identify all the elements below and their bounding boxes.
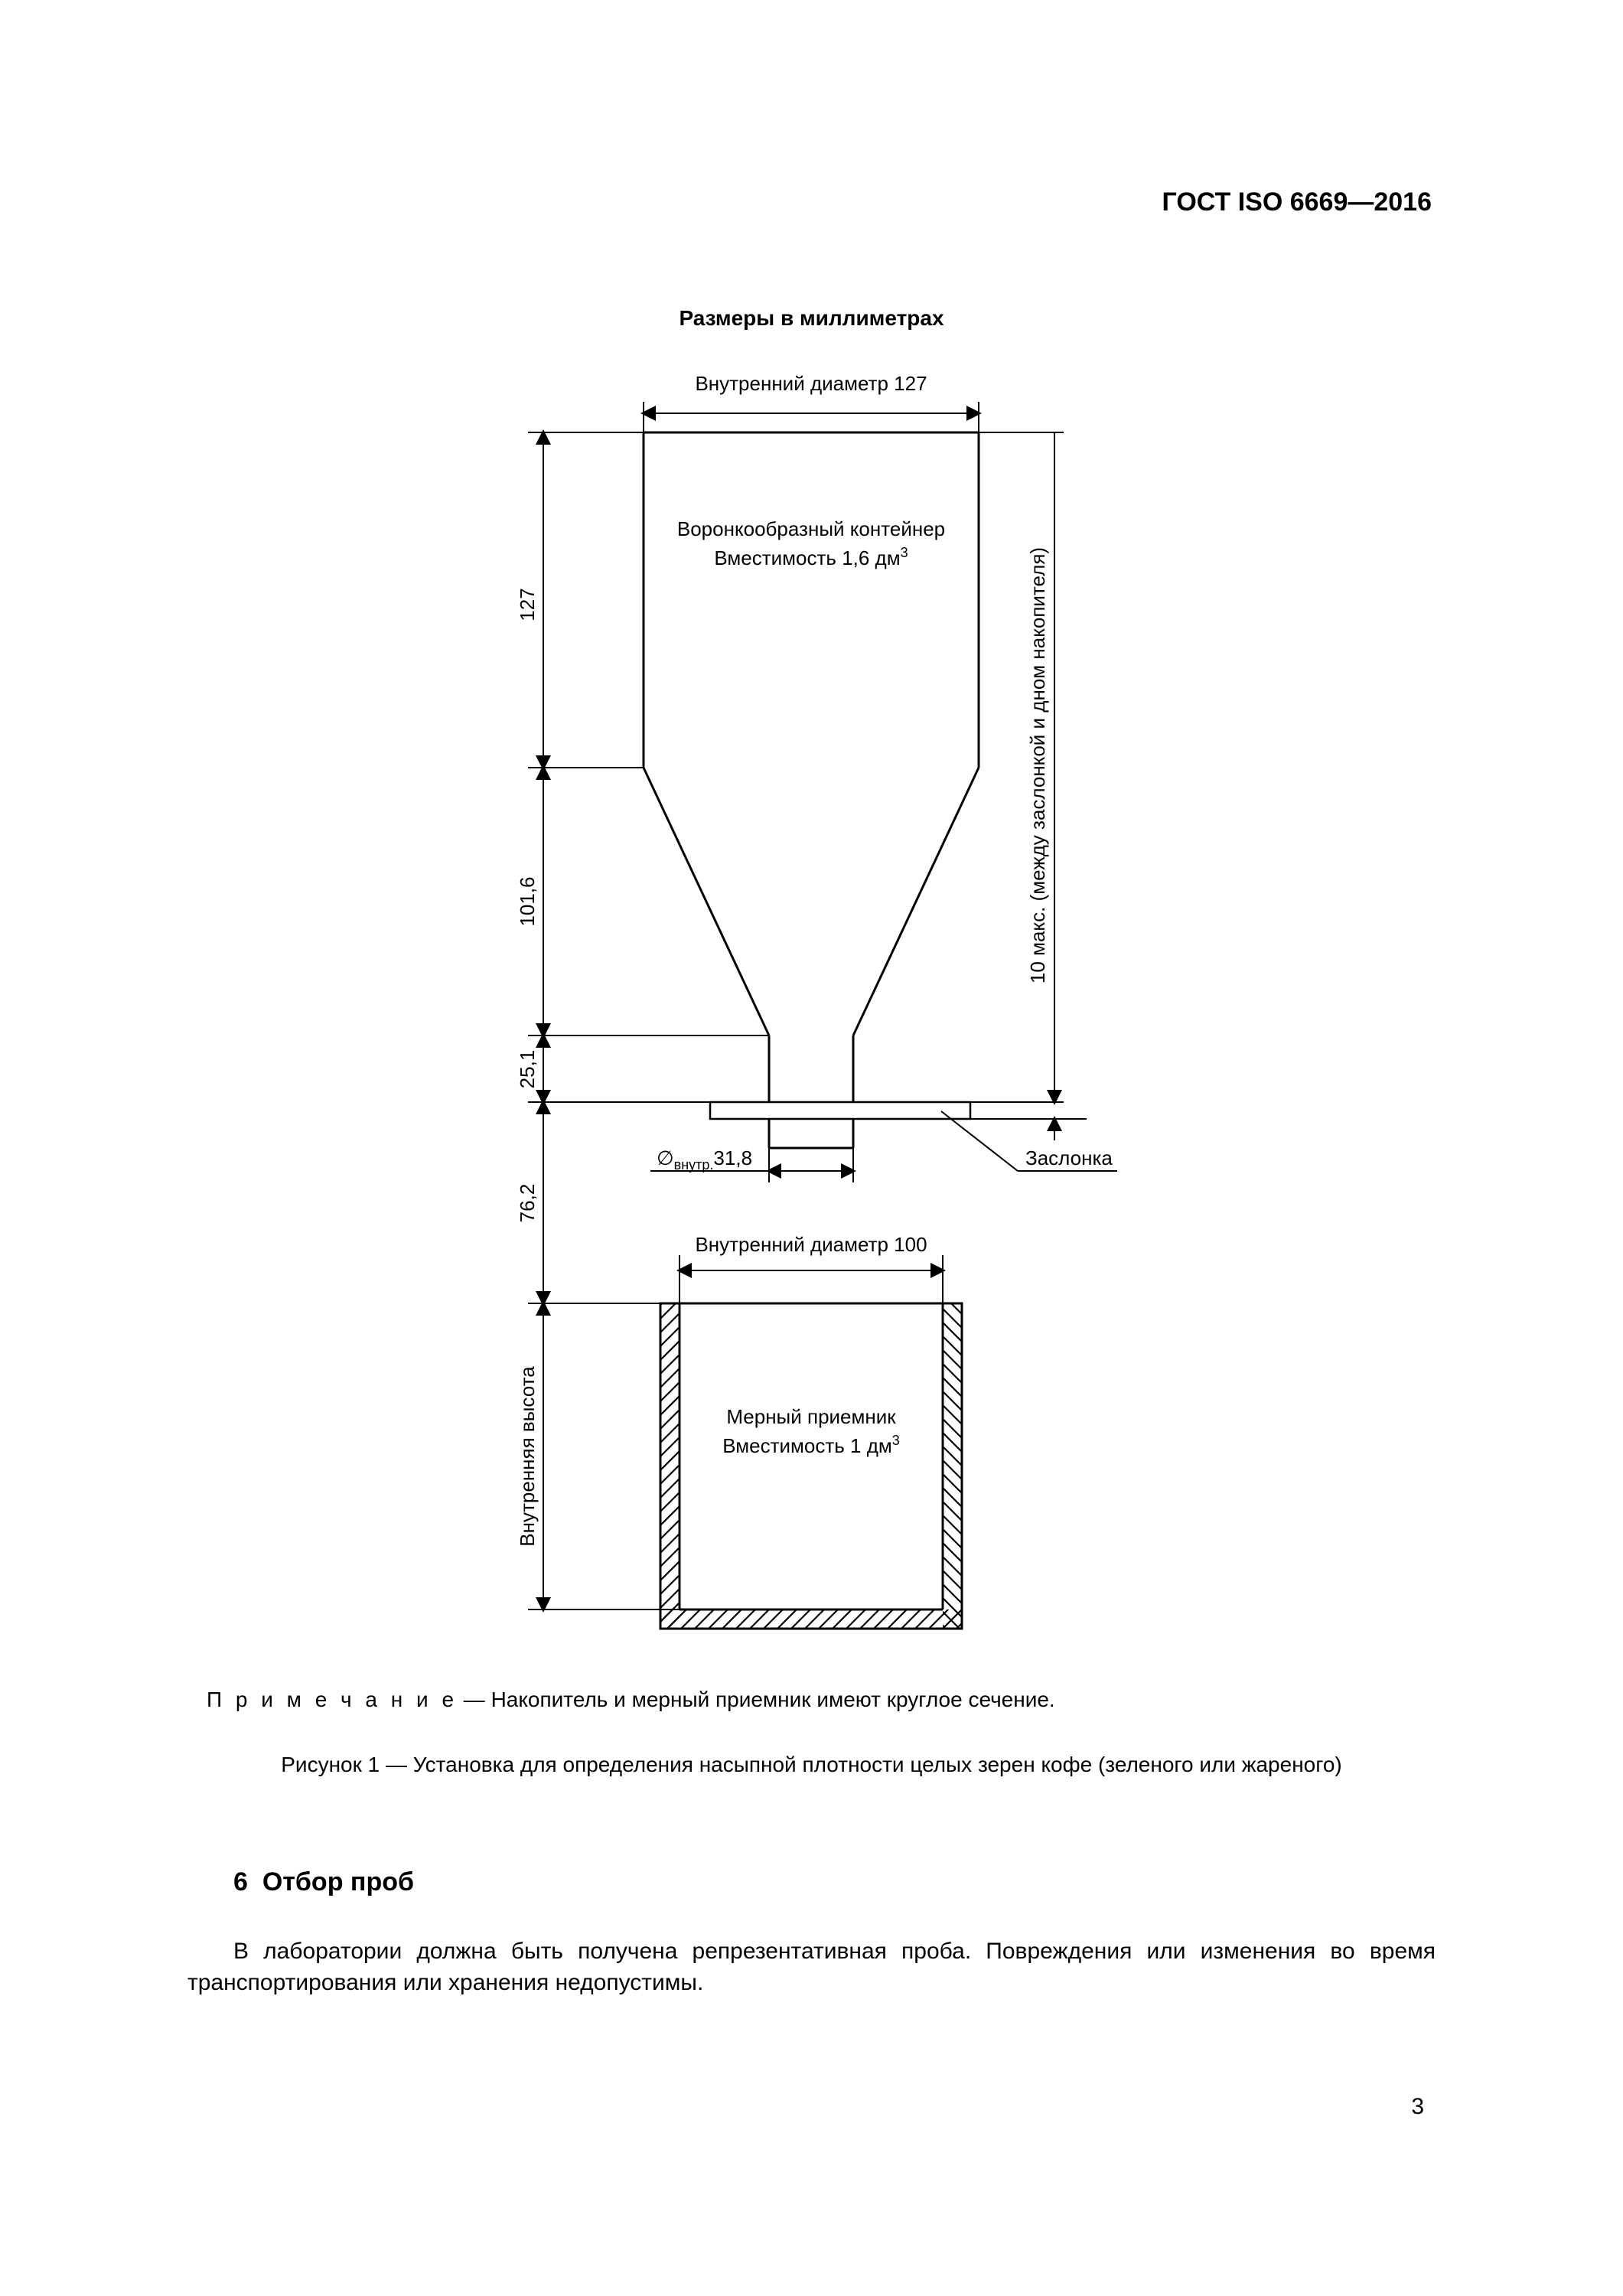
note-label: П р и м е ч а н и е [207,1688,458,1711]
label-container-1: Воронкообразный контейнер [677,517,945,540]
receiver-diameter-dim: Внутренний диаметр 100 [680,1233,943,1303]
section-heading: 6 Отбор проб [233,1867,414,1897]
page-number: 3 [1411,2094,1424,2120]
diagram-units: Размеры в миллиметрах [0,306,1623,331]
funnel-neck [769,1035,853,1102]
dim-top-diameter: Внутренний диаметр 127 [644,372,979,436]
section-title: Отбор проб [262,1867,414,1896]
svg-text:Внутренний диаметр 100: Внутренний диаметр 100 [695,1233,927,1256]
svg-text:10 макс. (между заслонкой и дн: 10 макс. (между заслонкой и дном накопит… [1026,547,1049,983]
dim-neck-diameter: ∅внутр.31,8 [650,1146,853,1182]
diagram-note: П р и м е ч а н и е — Накопитель и мерны… [207,1688,1432,1712]
svg-text:Внутренняя высота: Внутренняя высота [516,1366,539,1547]
section-number: 6 [233,1867,248,1896]
svg-text:127: 127 [516,588,539,621]
technical-diagram: Внутренний диаметр 127 Воронкообразный к… [352,360,1270,1653]
dim-inner-height: Внутренняя высота [516,1303,543,1609]
dim-25-1: 25,1 [516,1035,543,1102]
label-receiver-1: Мерный приемник [726,1405,896,1428]
page: ГОСТ ISO 6669—2016 Размеры в миллиметрах [0,0,1623,2296]
section-body: В лаборатории должна быть получена репре… [187,1936,1436,1998]
shutter-label: Заслонка [941,1111,1117,1171]
dim-76-2: 76,2 [516,1102,543,1303]
dim-101-6: 101,6 [516,768,543,1035]
funnel-cylinder [644,432,979,768]
label-container-2: Вместимость 1,6 дм3 [714,545,908,569]
label-top-diameter: Внутренний диаметр 127 [695,372,927,395]
figure-caption: Рисунок 1 — Установка для определения на… [161,1753,1462,1777]
svg-text:76,2: 76,2 [516,1184,539,1223]
funnel-cone [644,768,979,1035]
dim-127: 127 [516,432,543,768]
shutter [710,1102,970,1148]
note-text: — Накопитель и мерный приемник имеют кру… [458,1688,1055,1711]
dim-gap-10: 10 макс. (между заслонкой и дном накопит… [970,432,1087,1140]
document-header: ГОСТ ISO 6669—2016 [1162,188,1432,217]
svg-text:Заслонка: Заслонка [1025,1146,1113,1169]
svg-text:101,6: 101,6 [516,876,539,926]
svg-text:∅внутр.31,8: ∅внутр.31,8 [657,1146,752,1172]
label-receiver-2: Вместимость 1 дм3 [722,1433,900,1457]
receiver [660,1303,962,1629]
svg-text:25,1: 25,1 [516,1050,539,1089]
